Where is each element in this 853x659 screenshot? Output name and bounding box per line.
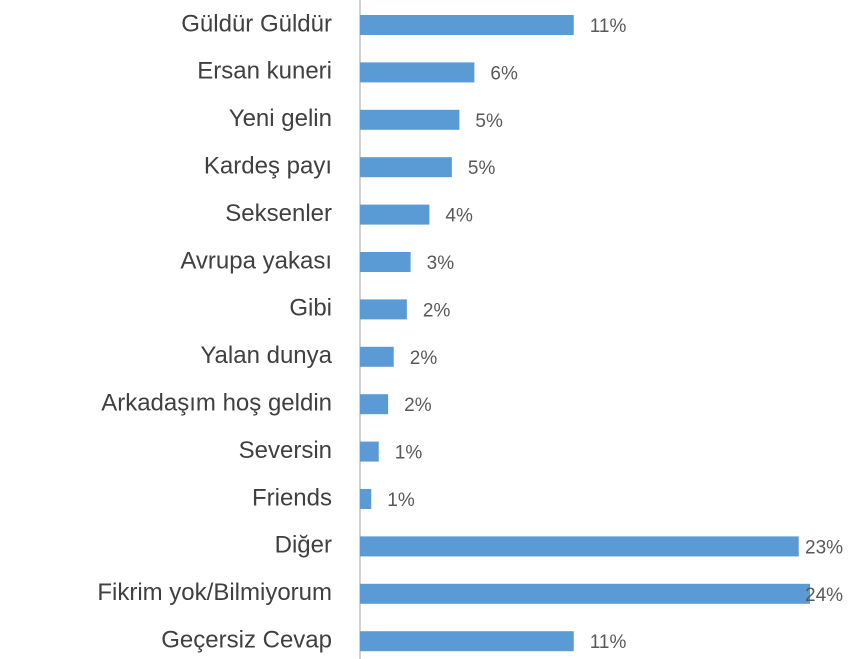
- category-label: Arkadaşım hoş geldin: [101, 390, 332, 417]
- value-label: 5%: [468, 158, 496, 179]
- value-label: 1%: [387, 490, 415, 511]
- bar: [360, 299, 407, 320]
- category-label: Fikrim yok/Bilmiyorum: [97, 579, 332, 606]
- bar: [360, 62, 475, 83]
- category-label: Geçersiz Cevap: [161, 627, 332, 654]
- value-label: 2%: [404, 395, 432, 416]
- category-label: Yeni gelin: [229, 105, 332, 132]
- bar: [360, 631, 574, 652]
- bar: [360, 489, 372, 509]
- bar: [360, 252, 411, 272]
- value-label: 2%: [410, 348, 438, 369]
- value-label: 5%: [475, 111, 503, 132]
- value-label: 24%: [805, 585, 843, 606]
- bar: [360, 441, 379, 462]
- value-label: 11%: [590, 16, 627, 37]
- bar: [360, 346, 394, 367]
- value-label: 2%: [423, 300, 451, 321]
- category-label: Ersan kuneri: [197, 58, 332, 85]
- category-label: Kardeş payı: [204, 153, 332, 180]
- category-label: Seksenler: [225, 200, 332, 227]
- bar: [360, 15, 574, 35]
- category-label: Güldür Güldür: [181, 10, 332, 37]
- category-label: Yalan dunya: [200, 342, 332, 369]
- bar: [360, 157, 452, 178]
- category-label: Friends: [252, 484, 332, 511]
- value-label: 11%: [590, 632, 627, 653]
- value-label: 4%: [445, 206, 473, 227]
- value-label: 6%: [490, 63, 518, 84]
- bar: [360, 536, 799, 557]
- bar: [360, 109, 460, 130]
- bar: [360, 204, 430, 225]
- bar: [360, 583, 810, 604]
- value-label: 3%: [427, 253, 455, 274]
- category-label: Gibi: [289, 295, 332, 322]
- bar: [360, 394, 389, 415]
- category-label: Seversin: [239, 437, 332, 464]
- category-label: Diğer: [275, 532, 332, 559]
- value-label: 1%: [395, 443, 423, 464]
- category-label: Avrupa yakası: [180, 247, 332, 274]
- value-label: 23%: [805, 537, 843, 558]
